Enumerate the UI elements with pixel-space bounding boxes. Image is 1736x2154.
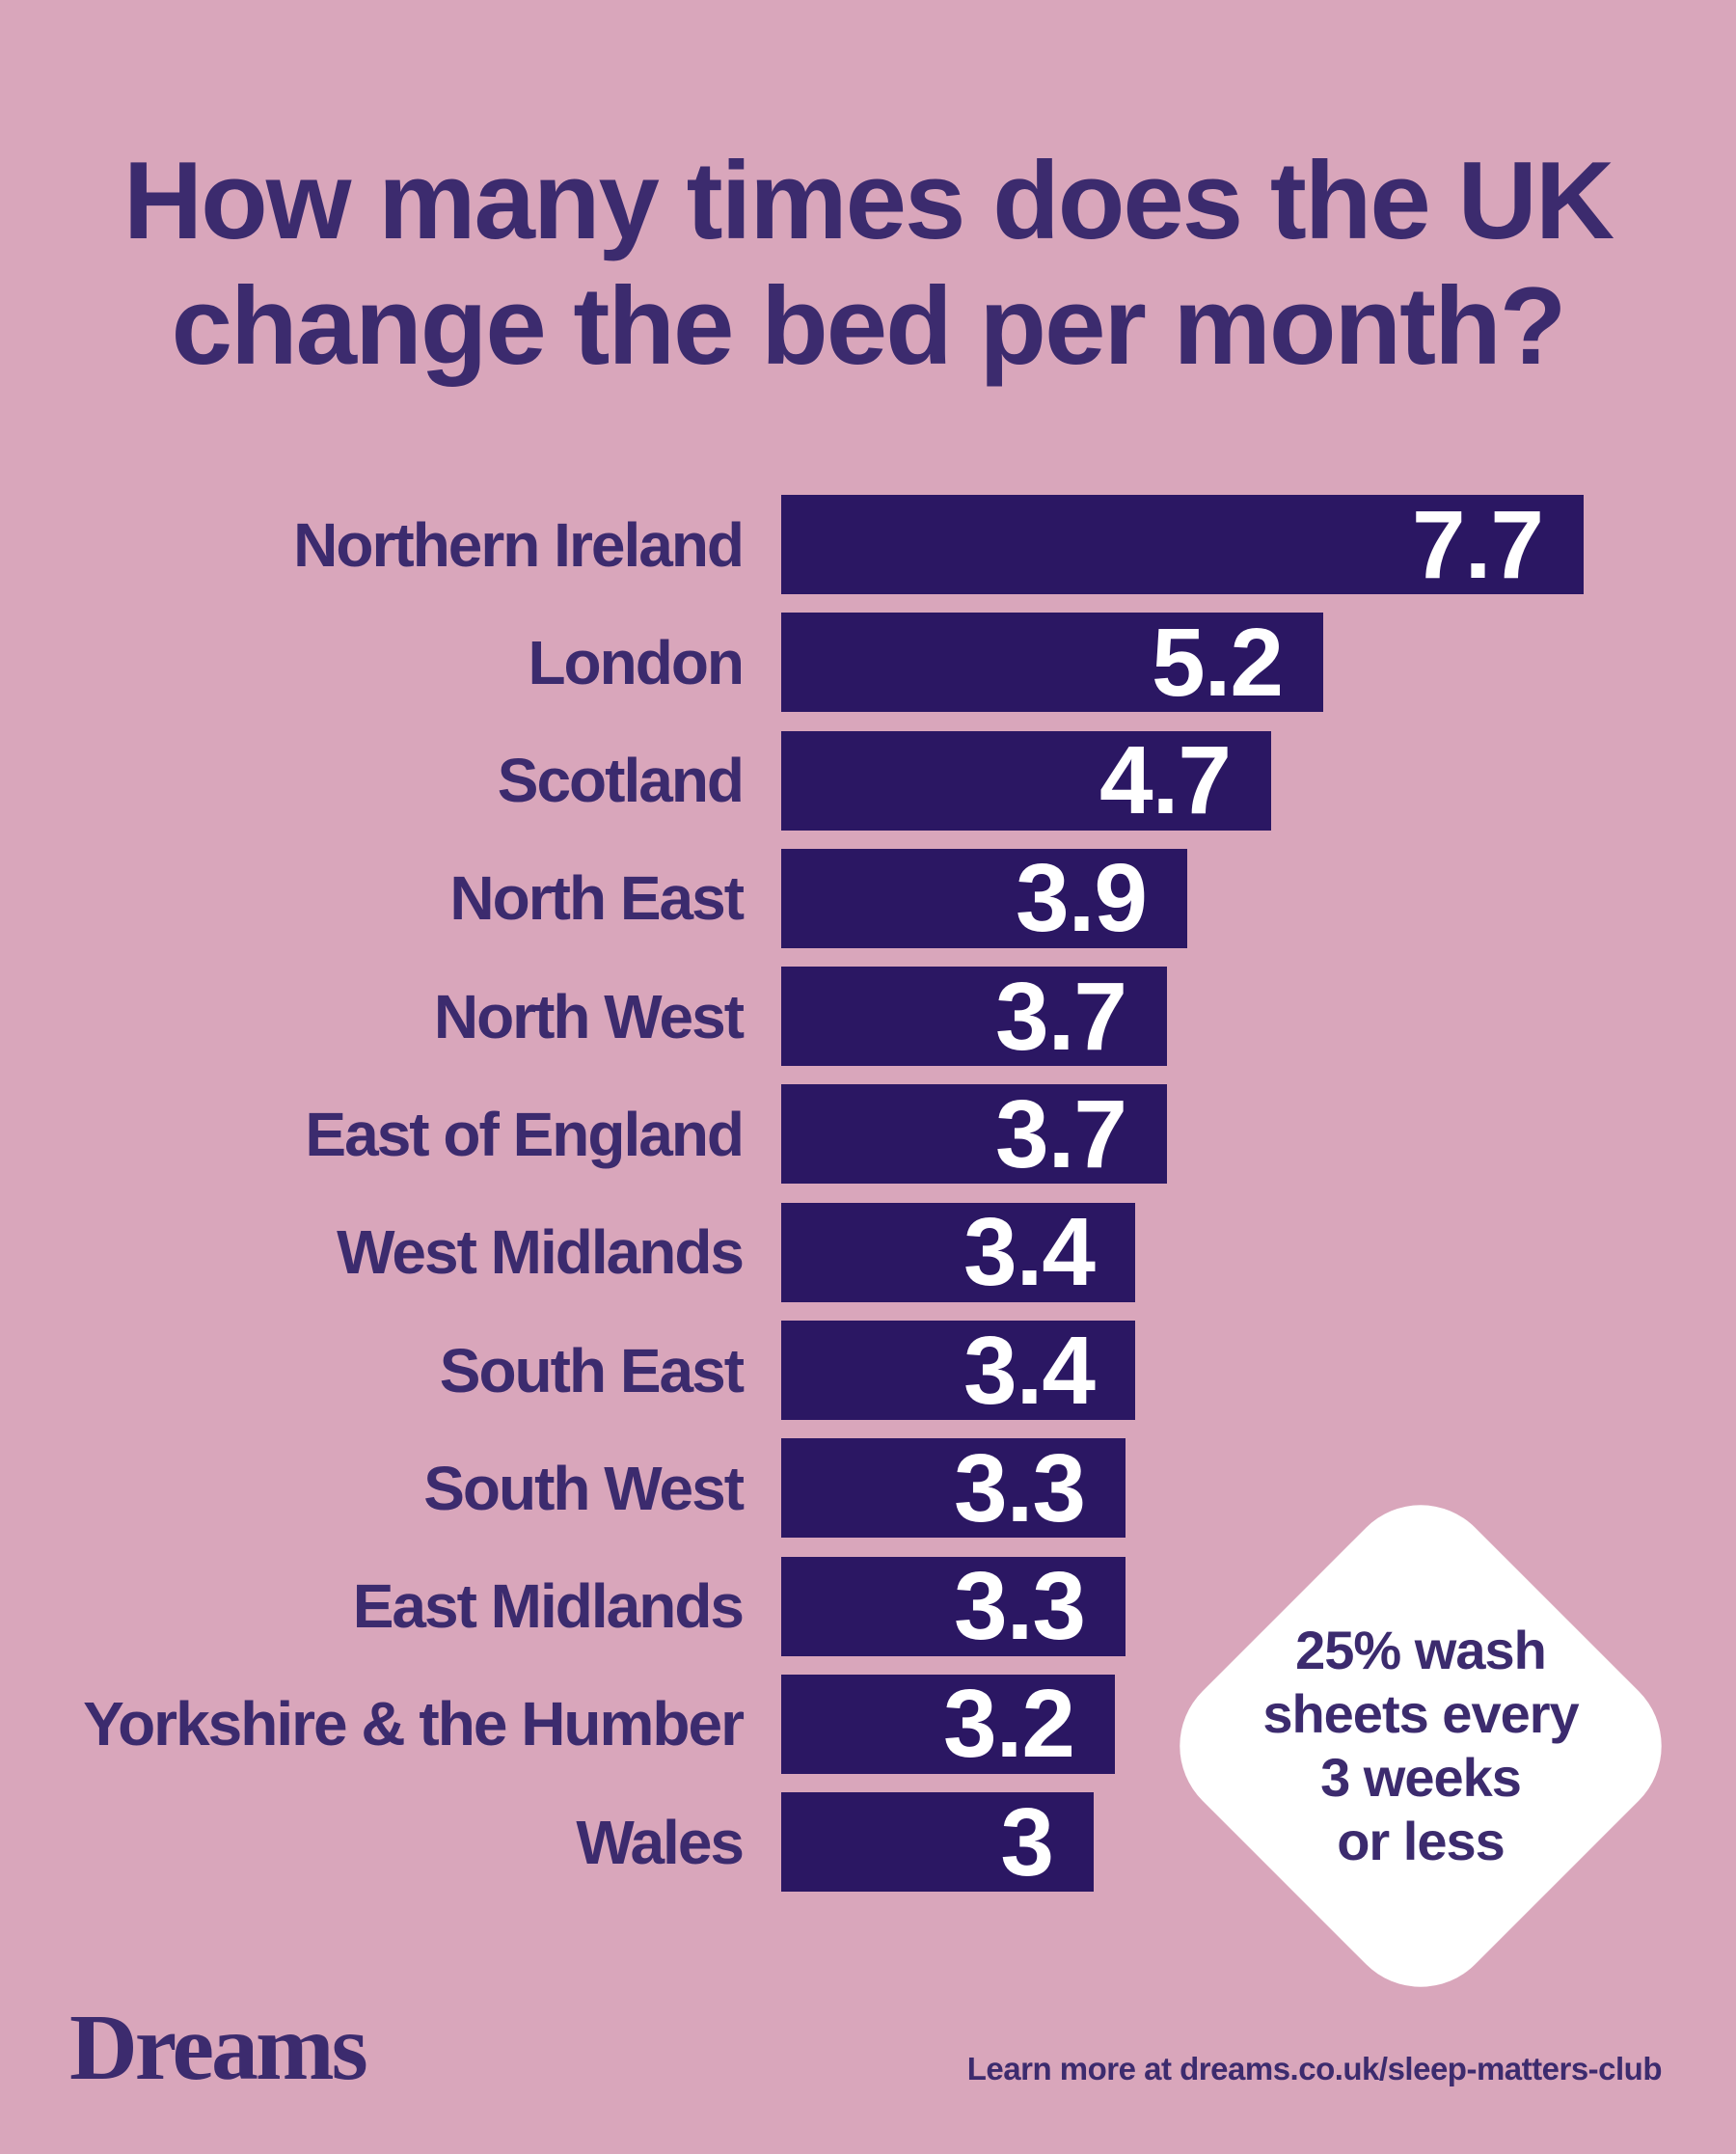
callout-line: sheets every [1262,1683,1579,1744]
bar-category-label: Yorkshire & the Humber [83,1689,745,1759]
page-title-line-2: change the bed per month? [171,265,1567,388]
bar-value-label: 3.9 [1015,844,1148,953]
bar-row-north-west: North West 3.7 [0,962,1584,1071]
callout-diamond-text: 25% wash sheets every 3 weeks or less [1228,1553,1614,1939]
bar-category-label: West Midlands [337,1217,745,1288]
bar-category-label: North West [433,981,745,1051]
bar: 4.7 [781,726,1271,835]
bar-row-london: London 5.2 [0,608,1584,717]
bar-row-yorkshire-the-humber: Yorkshire & the Humber 3.2 [0,1670,1584,1779]
bar: 3.2 [781,1670,1115,1779]
page-title: How many times does the UK change the be… [0,139,1736,390]
callout-diamond: 25% wash sheets every 3 weeks or less [1148,1473,1694,2019]
bar-row-west-midlands: West Midlands 3.4 [0,1198,1584,1307]
footer-link: Learn more at dreams.co.uk/sleep-matters… [966,2051,1663,2086]
bar-category-label: East of England [305,1099,745,1169]
bar-value-label: 7.7 [1411,490,1544,599]
bar-value-label: 5.2 [1151,608,1284,717]
bar-category-label: North East [449,863,745,934]
bar: 5.2 [781,608,1323,717]
bar-value-label: 3 [1000,1787,1054,1896]
bar-category-label: Scotland [497,746,745,816]
bar: 7.7 [781,495,1584,594]
bar-value-label: 3.4 [963,1198,1096,1307]
callout-line: 25% wash [1295,1620,1546,1680]
bar-value-label: 3.7 [994,1079,1127,1188]
bar-category-label: London [528,627,745,697]
bar-category-label: South West [423,1453,745,1523]
bar-category-label: Wales [576,1807,745,1877]
bar-value-label: 3.3 [953,1552,1086,1661]
bar-category-label: East Midlands [352,1571,745,1642]
bar-row-east-of-england: East of England 3.7 [0,1079,1584,1188]
page-title-line-1: How many times does the UK [122,140,1614,262]
bar: 3.7 [781,962,1167,1071]
bar: 3.7 [781,1079,1167,1188]
bar-value-label: 3.2 [942,1670,1075,1779]
bar-row-south-west: South West 3.3 [0,1433,1584,1542]
dreams-logo: Dreams [69,1996,368,2100]
bar: 3.3 [781,1552,1126,1661]
bar-row-south-east: South East 3.4 [0,1316,1584,1425]
bar-value-label: 3.4 [963,1316,1096,1425]
bar-row-north-east: North East 3.9 [0,844,1584,953]
bar-row-wales: Wales 3 [0,1787,1584,1896]
bar-value-label: 3.3 [953,1433,1086,1542]
callout-line: or less [1337,1811,1505,1871]
bar-row-scotland: Scotland 4.7 [0,726,1584,835]
bar-row-northern-ireland: Northern Ireland 7.7 [0,495,1584,594]
bar-category-label: South East [439,1335,745,1405]
bar: 3 [781,1787,1094,1896]
bar-chart: Northern Ireland 7.7 London 5.2 Scotland 4.7 N… [0,495,1584,1911]
bar: 3.3 [781,1433,1126,1542]
bar-value-label: 4.7 [1099,726,1232,835]
bar: 3.9 [781,844,1187,953]
bar: 3.4 [781,1198,1135,1307]
bar-value-label: 3.7 [994,962,1127,1071]
bar-row-east-midlands: East Midlands 3.3 [0,1552,1584,1661]
callout-line: 3 weeks [1320,1747,1521,1808]
bar-category-label: Northern Ireland [293,509,745,580]
bar: 3.4 [781,1316,1135,1425]
